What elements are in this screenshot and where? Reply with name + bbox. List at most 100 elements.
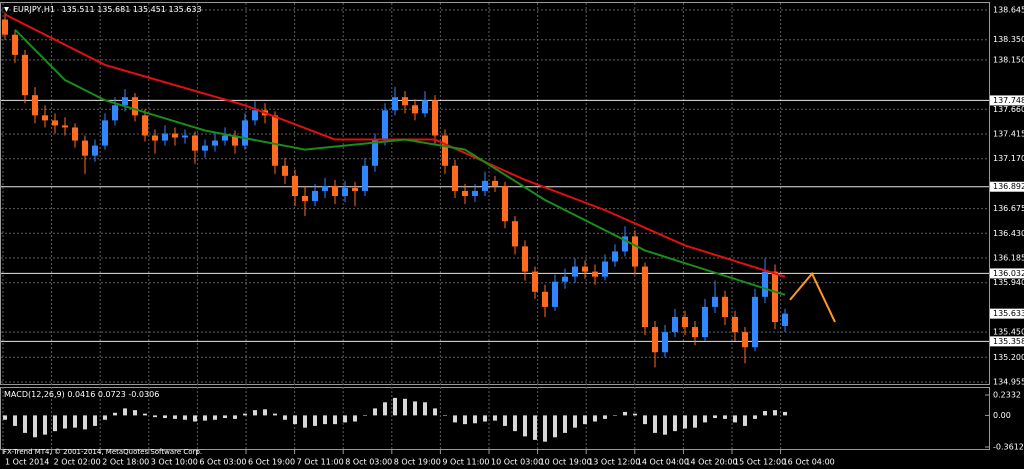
macd-bar <box>423 402 427 416</box>
candle-body <box>612 251 618 262</box>
x-tick-label: 16 Oct 04:00 <box>783 458 835 467</box>
macd-bar <box>773 410 777 416</box>
candle-body <box>552 281 558 307</box>
macd-bar <box>303 415 307 428</box>
macd-bar <box>663 415 667 435</box>
candle-body <box>332 185 338 196</box>
candle-body <box>112 105 118 121</box>
candle-body <box>342 187 348 196</box>
macd-bar <box>353 415 357 422</box>
macd-bar <box>543 415 547 442</box>
macd-bar <box>463 415 467 425</box>
macd-bar <box>123 408 127 416</box>
macd-bar <box>643 415 647 425</box>
candle-body <box>252 110 258 121</box>
macd-bar <box>3 415 7 420</box>
x-tick-label: 14 Oct 04:00 <box>637 458 689 467</box>
x-tick-label: 9 Oct 11:00 <box>442 458 489 467</box>
macd-bar <box>293 415 297 425</box>
candle-body <box>152 135 158 141</box>
chart-title: EURJPY,H1 135.511 135.681 135.451 135.63… <box>13 5 202 14</box>
candle-body <box>352 187 358 191</box>
candle-body <box>582 266 588 272</box>
x-tick-label: 10 Oct 03:00 <box>491 458 543 467</box>
macd-bar <box>723 415 727 419</box>
macd-value: 0.0723 <box>98 390 126 399</box>
macd-bar <box>213 415 217 420</box>
macd-bar <box>373 408 377 416</box>
macd-bar <box>183 415 187 420</box>
candle-body <box>502 185 508 222</box>
x-tick-label: 6 Oct 19:00 <box>248 458 295 467</box>
macd-bar <box>633 413 637 416</box>
current-price-box <box>990 308 1024 319</box>
macd-bar <box>783 411 787 416</box>
level-label: 137.748 <box>993 96 1024 105</box>
macd-bar <box>493 415 497 421</box>
macd-bar <box>503 415 507 426</box>
candle-body <box>712 296 718 307</box>
candle-body <box>442 135 448 166</box>
candle-body <box>2 19 8 35</box>
macd-bar <box>703 415 707 423</box>
macd-bar <box>193 415 197 422</box>
y-tick-label: 137.660 <box>993 105 1024 114</box>
candle-body <box>322 185 328 191</box>
y-tick-label: 136.675 <box>993 204 1024 213</box>
macd-bar <box>63 415 67 429</box>
macd-bar <box>133 410 137 416</box>
macd-tick-label: -0.3612 <box>993 443 1024 452</box>
candle-body <box>462 190 468 196</box>
candle-body <box>212 140 218 146</box>
current-price-label: 135.633 <box>993 309 1024 318</box>
level-label: 136.032 <box>993 269 1024 278</box>
candle-body <box>742 332 748 348</box>
candle-body <box>422 100 428 114</box>
macd-bar <box>683 415 687 429</box>
candle-body <box>122 97 128 106</box>
macd-bar <box>343 415 347 423</box>
candle-body <box>592 271 598 277</box>
x-tick-label: 8 Oct 03:00 <box>345 458 392 467</box>
macd-bar <box>593 415 597 422</box>
moving-average <box>14 28 786 296</box>
candle-body <box>692 327 698 338</box>
macd-bar <box>473 415 477 424</box>
macd-bar <box>403 398 407 416</box>
candle-body <box>572 266 578 277</box>
candle-body <box>62 125 68 128</box>
macd-bar <box>613 415 617 416</box>
macd-bar <box>393 397 397 416</box>
macd-bar <box>153 415 157 418</box>
candle-body <box>782 313 788 326</box>
candle-body <box>182 135 188 138</box>
moving-average <box>4 13 786 278</box>
macd-bar <box>673 415 677 432</box>
candle-body <box>242 120 248 146</box>
macd-bar <box>413 401 417 416</box>
y-tick-label: 137.415 <box>993 130 1024 139</box>
candle-body <box>82 140 88 156</box>
macd-bar <box>103 415 107 420</box>
candle-body <box>672 316 678 333</box>
level-box <box>990 95 1024 106</box>
candle-body <box>222 135 228 141</box>
candle-body <box>662 332 668 353</box>
y-tick-label: 136.185 <box>993 254 1024 263</box>
candle-body <box>542 291 548 307</box>
macd-bar <box>203 415 207 421</box>
candle-body <box>42 115 48 121</box>
x-tick-label: 1 Oct 2014 <box>5 458 49 467</box>
y-tick-label: 136.430 <box>993 229 1024 238</box>
macd-tick-label: 0.2332 <box>993 391 1021 400</box>
candle-body <box>702 306 708 338</box>
candle-body <box>632 236 638 267</box>
macd-bar <box>273 413 277 416</box>
macd-bar <box>743 415 747 426</box>
candle-body <box>142 115 148 136</box>
macd-bar <box>603 415 607 419</box>
x-tick-label: 15 Oct 12:00 <box>734 458 786 467</box>
macd-value: 0.0416 <box>67 390 95 399</box>
macd-bar <box>363 415 367 416</box>
high: 135.681 <box>97 5 130 14</box>
